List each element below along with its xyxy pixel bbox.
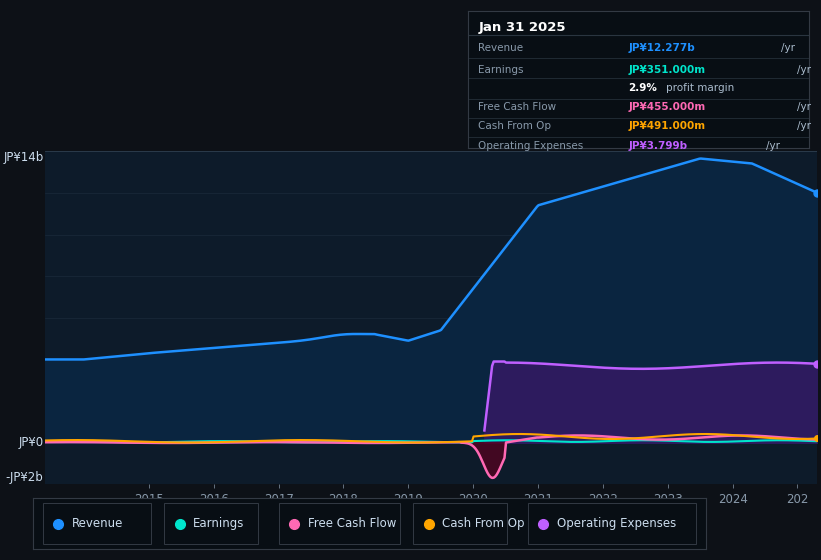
Text: /yr: /yr [796, 122, 811, 132]
Text: /yr: /yr [796, 65, 811, 75]
FancyBboxPatch shape [413, 503, 507, 544]
Text: /yr: /yr [782, 43, 796, 53]
Text: Jan 31 2025: Jan 31 2025 [478, 21, 566, 34]
FancyBboxPatch shape [43, 503, 151, 544]
Text: Cash From Op: Cash From Op [443, 517, 525, 530]
Text: JP¥351.000m: JP¥351.000m [628, 65, 705, 75]
FancyBboxPatch shape [164, 503, 259, 544]
FancyBboxPatch shape [278, 503, 400, 544]
Text: Operating Expenses: Operating Expenses [478, 141, 584, 151]
Text: profit margin: profit margin [666, 83, 734, 93]
Text: JP¥12.277b: JP¥12.277b [628, 43, 695, 53]
Text: Earnings: Earnings [193, 517, 245, 530]
Text: JP¥491.000m: JP¥491.000m [628, 122, 705, 132]
Text: Free Cash Flow: Free Cash Flow [478, 102, 557, 112]
Text: JP¥3.799b: JP¥3.799b [628, 141, 687, 151]
Text: Earnings: Earnings [478, 65, 524, 75]
Text: 2.9%: 2.9% [628, 83, 657, 93]
Text: Free Cash Flow: Free Cash Flow [308, 517, 396, 530]
Text: -JP¥2b: -JP¥2b [6, 472, 44, 484]
Text: Revenue: Revenue [72, 517, 123, 530]
Text: /yr: /yr [796, 102, 811, 112]
Text: Operating Expenses: Operating Expenses [557, 517, 676, 530]
Text: JP¥455.000m: JP¥455.000m [628, 102, 705, 112]
Text: Cash From Op: Cash From Op [478, 122, 551, 132]
Text: JP¥14b: JP¥14b [3, 151, 44, 164]
Text: JP¥0: JP¥0 [19, 436, 44, 449]
Text: Revenue: Revenue [478, 43, 523, 53]
FancyBboxPatch shape [528, 503, 696, 544]
Text: /yr: /yr [766, 141, 780, 151]
